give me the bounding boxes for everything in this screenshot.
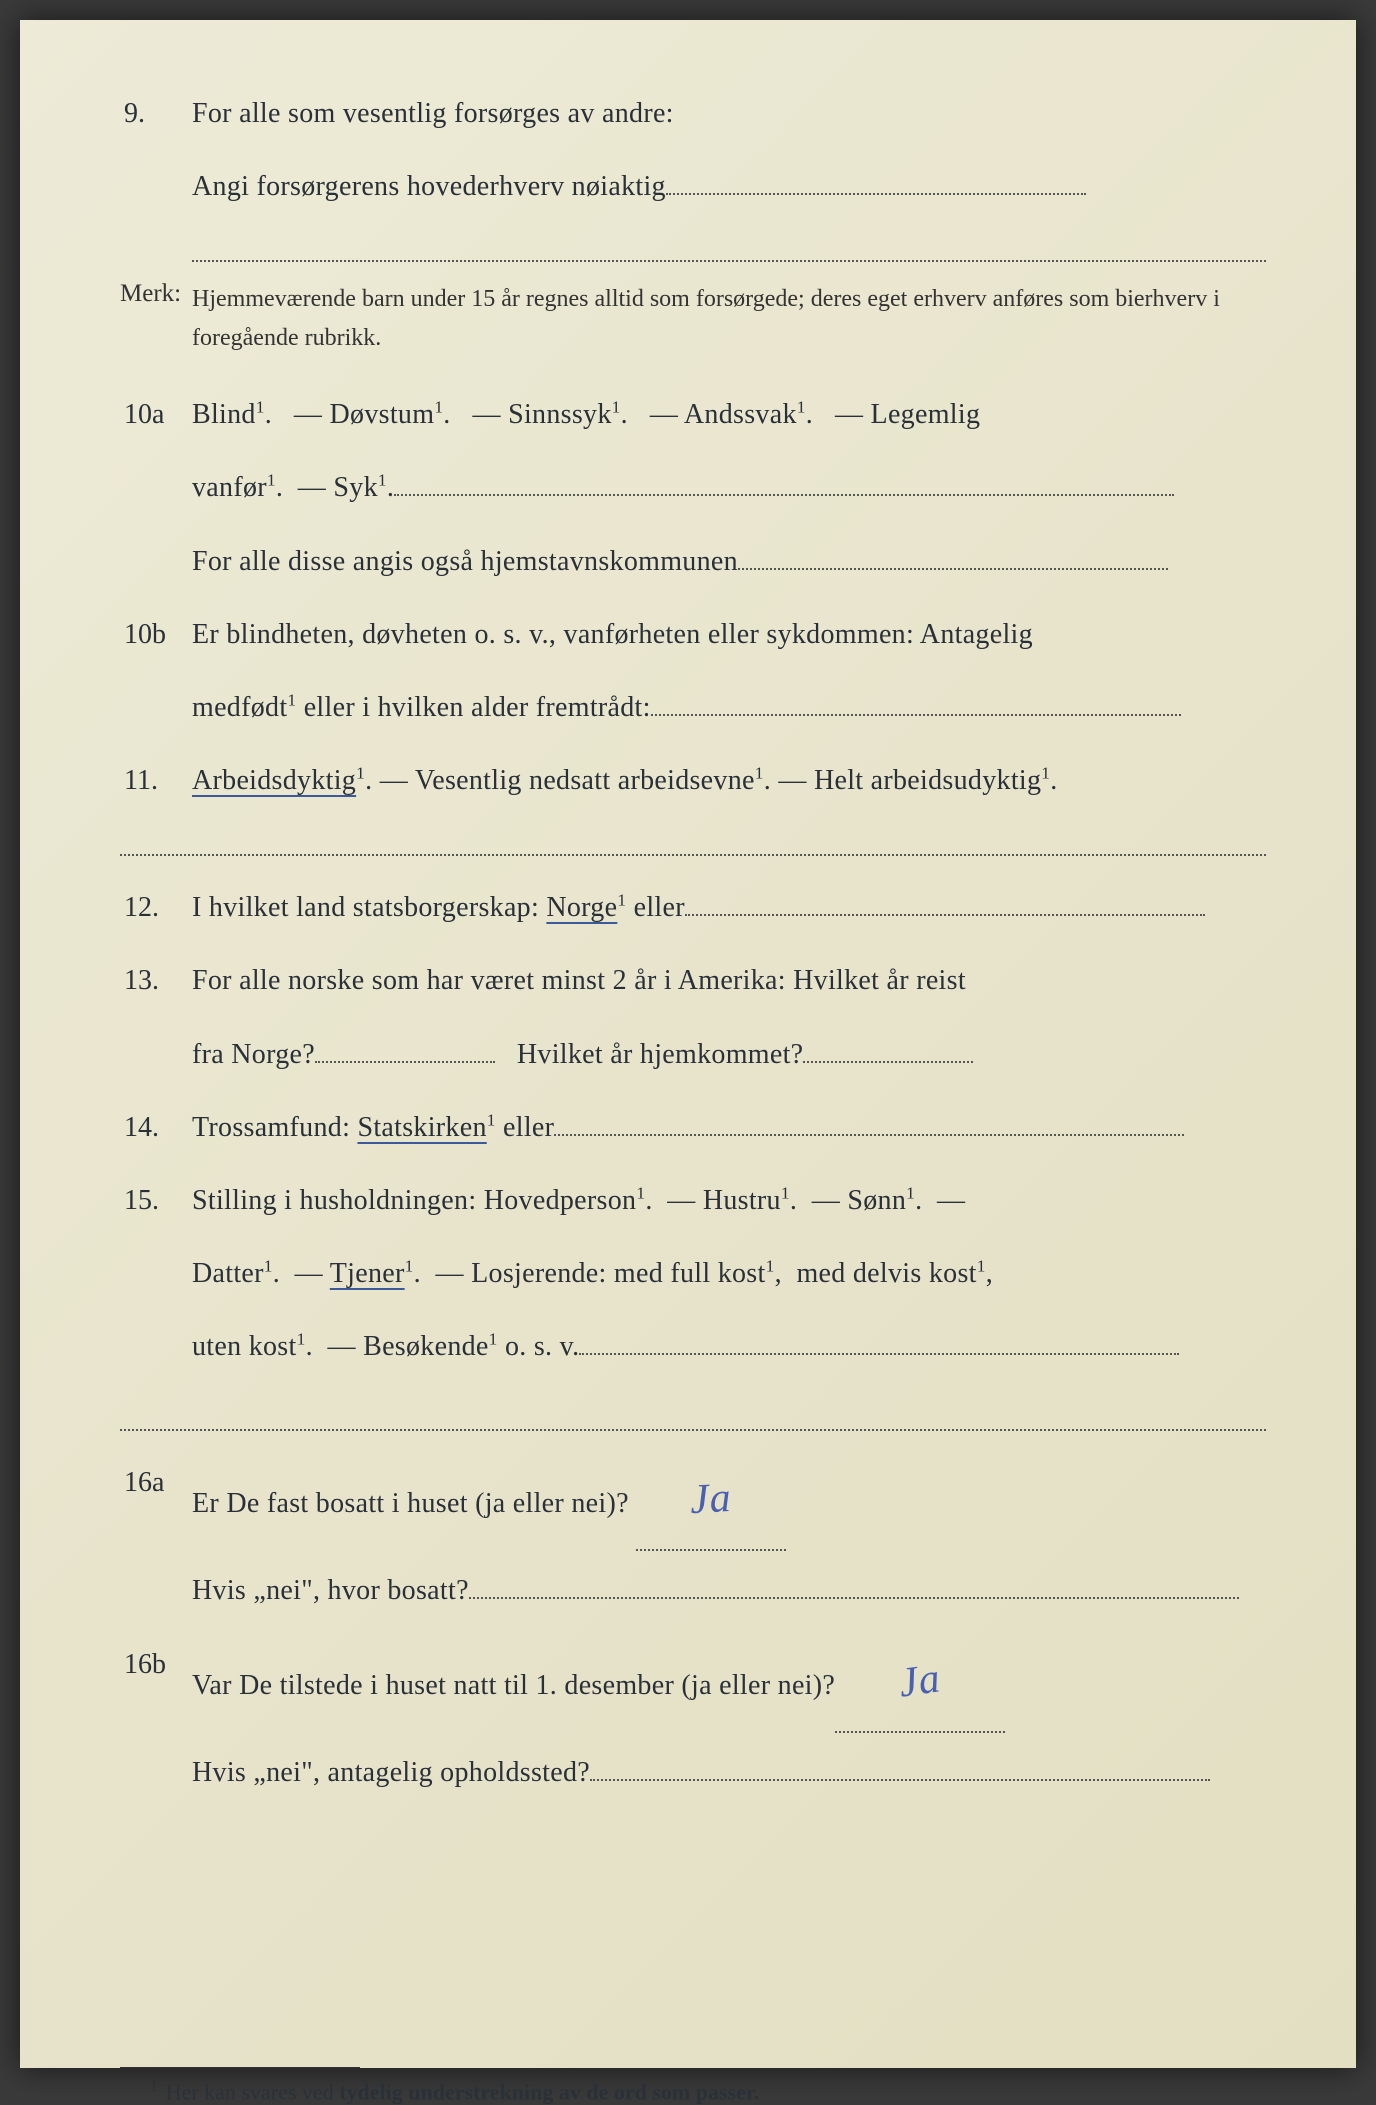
label: Angi forsørgerens hovederhverv nøiaktig [192,171,666,202]
fill-line [394,468,1174,496]
question-number: 9. [120,80,192,147]
question-10a-cont: vanfør1. — Syk1. [120,454,1266,521]
opt-delvis: med delvis kost [796,1258,976,1289]
footnote-rule [120,2067,360,2068]
question-number: 15. [120,1167,192,1234]
fill-line [590,1753,1210,1781]
answer-16b: Ja [835,1631,1005,1734]
opt-dovstum: Døvstum [330,399,435,430]
question-number: 12. [120,874,192,941]
question-9: 9. For alle som vesentlig forsørges av a… [120,80,1266,147]
fill-line [554,1108,1184,1136]
question-16a: 16a Er De fast bosatt i huset (ja eller … [120,1449,1266,1552]
fill-line [469,1571,1239,1599]
footnote-marker: 1 [150,2078,158,2095]
fill-line [666,167,1086,195]
question-15-cont2: uten kost1. — Besøkende1 o. s. v. [120,1313,1266,1380]
fill-line [738,542,1168,570]
label: o. s. v. [498,1331,580,1362]
opt-norge-selected: Norge [546,892,617,923]
opt-hustru: Hustru [703,1185,781,1216]
question-number: 10b [120,601,192,668]
opt-legemlig: Legemlig [871,399,981,430]
opt-datter: Datter [192,1258,264,1289]
fill-line [315,1035,495,1063]
question-10a-hjemstavn: For alle disse angis også hjemstavnskomm… [120,528,1266,595]
opt-arbeidsdyktig-selected: Arbeidsdyktig [192,765,356,796]
label: Hvis „nei", antagelig opholdssted? [192,1757,590,1788]
label: Var De tilstede i huset natt til 1. dese… [192,1670,835,1701]
fill-line [803,1035,973,1063]
question-number: 16b [120,1631,192,1698]
opt-nedsatt: Vesentlig nedsatt arbeidsevne [415,765,755,796]
opt-losjerende: Losjerende: med full kost [471,1258,765,1289]
opt-statskirken-selected: Statskirken [357,1112,486,1143]
question-number: 16a [120,1449,192,1516]
question-10b: 10b Er blindheten, døvheten o. s. v., va… [120,601,1266,668]
question-10a: 10a Blind1. — Døvstum1. — Sinnssyk1. — A… [120,381,1266,448]
label: Hvis „nei", hvor bosatt? [192,1575,469,1606]
label: eller i hvilken alder fremtrådt: [296,692,650,723]
label: Trossamfund: [192,1112,357,1143]
label: Hvilket år hjemkommet? [517,1039,804,1070]
label: Stilling i husholdningen: [192,1185,484,1216]
footnote-text: Her kan svares ved [166,2079,340,2104]
handwritten-answer: Ja [892,1628,947,1734]
fill-line [192,232,1266,262]
opt-sinnssyk: Sinnssyk [508,399,612,430]
question-15: 15. Stilling i husholdningen: Hovedperso… [120,1167,1266,1234]
label: eller [626,892,685,923]
opt-andssvak: Andssvak [684,399,797,430]
note-label: Merk: [120,280,192,308]
question-9-line2: Angi forsørgerens hovederhverv nøiaktig [120,153,1266,220]
question-16a-hvis: Hvis „nei", hvor bosatt? [120,1557,1266,1624]
question-number: 14. [120,1094,192,1161]
fill-line [685,888,1205,916]
question-12: 12. I hvilket land statsborgerskap: Norg… [120,874,1266,941]
opt-tjener-selected: Tjener [330,1258,405,1289]
question-16b-hvis: Hvis „nei", antagelig opholdssted? [120,1739,1266,1806]
opt-syk: Syk [333,472,377,503]
opt-blind: Blind [192,399,256,430]
question-number: 11. [120,747,192,814]
label: fra Norge? [192,1039,315,1070]
label: eller [496,1112,555,1143]
census-form-page: 9. For alle som vesentlig forsørges av a… [20,20,1356,2068]
note-merk: Merk: Hjemmeværende barn under 15 år reg… [120,280,1266,357]
question-13-cont: fra Norge? Hvilket år hjemkommet? [120,1021,1266,1088]
opt-udyktig: Helt arbeidsudyktig [814,765,1041,796]
fill-line [120,826,1266,856]
footnote: 1 Her kan svares ved tydelig understrekni… [150,2078,1266,2105]
question-10b-cont: medfødt1 eller i hvilken alder fremtrådt… [120,674,1266,741]
label: For alle disse angis også hjemstavnskomm… [192,546,738,577]
question-14: 14. Trossamfund: Statskirken1 eller [120,1094,1266,1161]
opt-uten: uten kost [192,1331,297,1362]
question-15-cont1: Datter1. — Tjener1. — Losjerende: med fu… [120,1240,1266,1307]
question-11: 11. Arbeidsdyktig1. — Vesentlig nedsatt … [120,747,1266,814]
opt-hovedperson: Hovedperson [484,1185,637,1216]
fill-line [579,1327,1179,1355]
handwritten-answer: Ja [688,1448,735,1551]
question-13: 13. For alle norske som har været minst … [120,947,1266,1014]
fill-line [120,1401,1266,1431]
opt-sonn: Sønn [847,1185,906,1216]
question-number: 10a [120,381,192,448]
opt-vanfor: vanfør [192,472,267,503]
question-text: For alle som vesentlig forsørges av andr… [192,80,1266,147]
opt-medfodt: medfødt [192,692,287,723]
footnote-bold: tydelig understrekning av de ord som pas… [339,2079,759,2104]
question-text: Er blindheten, døvheten o. s. v., vanfør… [192,601,1266,668]
question-number: 13. [120,947,192,1014]
label: I hvilket land statsborgerskap: [192,892,546,923]
answer-16a: Ja [636,1449,786,1552]
opt-besokende: Besøkende [363,1331,489,1362]
question-text: For alle norske som har været minst 2 år… [192,947,1266,1014]
note-text: Hjemmeværende barn under 15 år regnes al… [192,280,1266,357]
label: Er De fast bosatt i huset (ja eller nei)… [192,1488,629,1519]
fill-line [651,688,1181,716]
question-16b: 16b Var De tilstede i huset natt til 1. … [120,1631,1266,1734]
